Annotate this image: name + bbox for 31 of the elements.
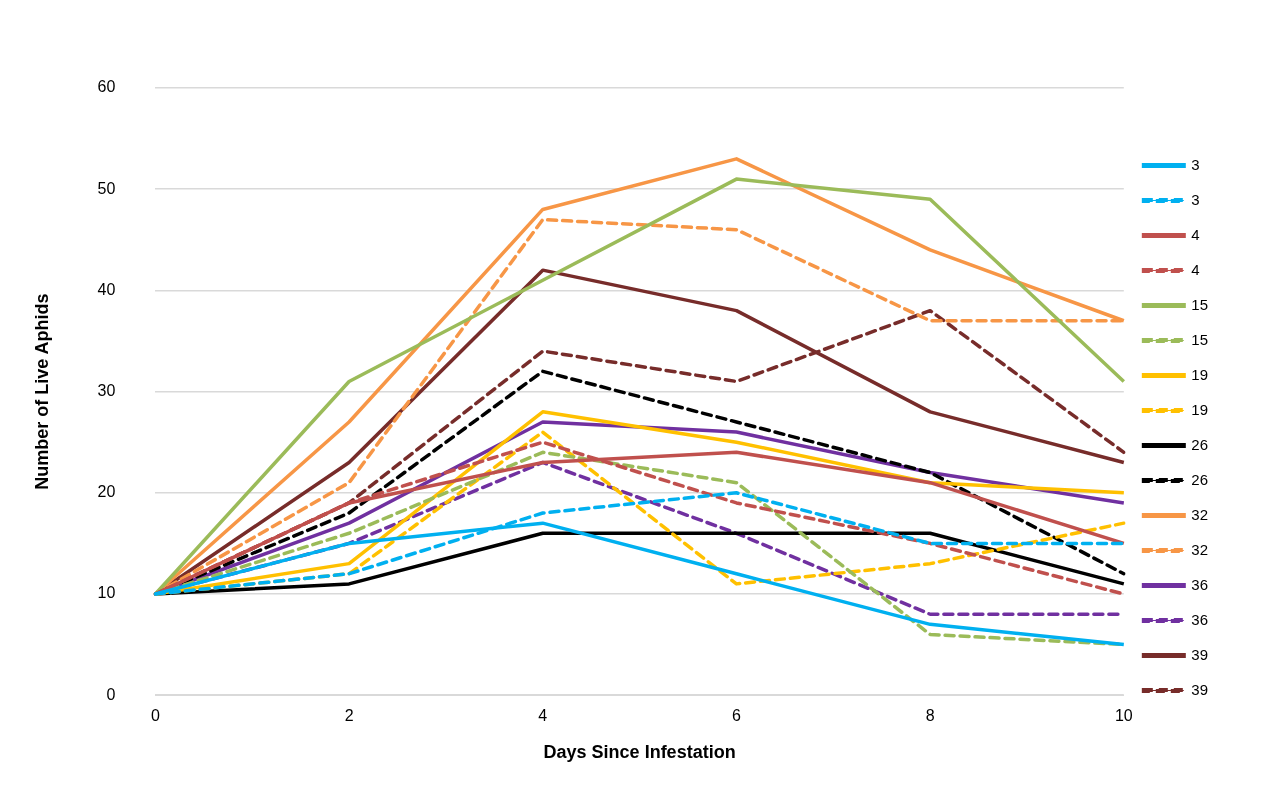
y-tick-label: 50 xyxy=(97,179,116,197)
legend-label: 3 xyxy=(1191,190,1200,208)
x-tick-label: 6 xyxy=(731,707,741,725)
legend-label: 19 xyxy=(1191,365,1208,383)
x-axis-title: Days Since Infestation xyxy=(543,742,736,763)
legend-label: 26 xyxy=(1191,470,1208,488)
legend-label: 26 xyxy=(1191,435,1208,453)
legend-label: 36 xyxy=(1191,610,1208,628)
x-tick-label: 2 xyxy=(344,707,354,725)
legend-label: 36 xyxy=(1191,575,1208,593)
y-tick-label: 40 xyxy=(97,280,116,298)
x-tick-label: 0 xyxy=(150,707,160,725)
legend-label: 19 xyxy=(1191,400,1208,418)
legend-label: 4 xyxy=(1191,225,1200,243)
y-axis-title: Number of Live Aphids xyxy=(31,293,52,490)
y-tick-label: 30 xyxy=(97,382,116,400)
legend-label: 3 xyxy=(1191,155,1200,173)
legend-label: 32 xyxy=(1191,540,1208,558)
legend-label: 32 xyxy=(1191,505,1208,523)
legend-label: 15 xyxy=(1191,330,1208,348)
legend-label: 39 xyxy=(1191,680,1208,698)
legend-label: 15 xyxy=(1191,295,1208,313)
x-tick-label: 4 xyxy=(538,707,548,725)
y-tick-label: 0 xyxy=(106,685,116,703)
y-tick-label: 20 xyxy=(97,483,116,501)
y-tick-label: 60 xyxy=(97,78,116,96)
x-tick-label: 8 xyxy=(925,707,935,725)
y-tick-label: 10 xyxy=(97,584,116,602)
x-tick-label: 10 xyxy=(1114,707,1133,725)
legend-label: 39 xyxy=(1191,645,1208,663)
legend-label: 4 xyxy=(1191,260,1200,278)
